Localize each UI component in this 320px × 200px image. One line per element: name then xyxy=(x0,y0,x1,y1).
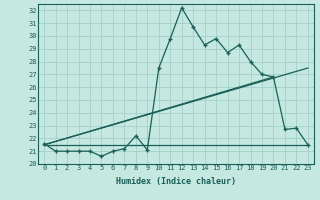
X-axis label: Humidex (Indice chaleur): Humidex (Indice chaleur) xyxy=(116,177,236,186)
